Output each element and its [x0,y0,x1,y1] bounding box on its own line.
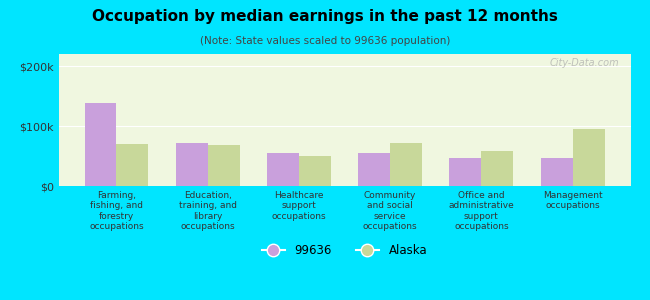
Bar [299,156,331,186]
Text: (Note: State values scaled to 99636 population): (Note: State values scaled to 99636 popu… [200,36,450,46]
Bar [84,103,116,186]
Bar [116,144,148,186]
Text: City-Data.com: City-Data.com [549,58,619,68]
Bar [358,153,390,186]
Legend: 99636, Alaska: 99636, Alaska [257,239,432,262]
Bar [482,151,514,186]
Bar [267,153,299,186]
Bar [573,129,604,186]
Bar [390,143,422,186]
Text: Occupation by median earnings in the past 12 months: Occupation by median earnings in the pas… [92,9,558,24]
Bar [541,158,573,186]
Bar [207,145,240,186]
Bar [176,143,207,186]
Bar [449,158,482,186]
